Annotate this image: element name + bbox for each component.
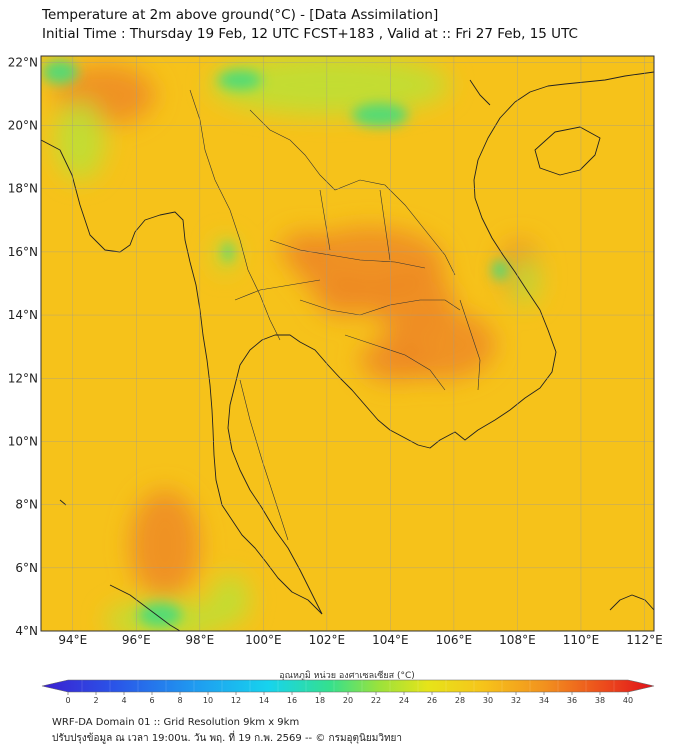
colorbar-tick-label: 34 bbox=[539, 696, 549, 705]
latitude-label: 6°N bbox=[15, 561, 38, 575]
longitude-label: 94°E bbox=[58, 633, 87, 647]
colorbar-tick-label: 12 bbox=[231, 696, 241, 705]
colorbar-tick-label: 4 bbox=[121, 696, 126, 705]
colorbar-tick-label: 30 bbox=[483, 696, 493, 705]
longitude-label: 110°E bbox=[563, 633, 600, 647]
latitude-label: 12°N bbox=[8, 371, 38, 385]
map-frame bbox=[40, 55, 655, 632]
hot-region bbox=[360, 338, 430, 382]
colorbar-tick-label: 16 bbox=[287, 696, 297, 705]
hot-region bbox=[130, 490, 200, 600]
field-blobs bbox=[55, 56, 540, 631]
colorbar-tick-label: 40 bbox=[623, 696, 633, 705]
cool-region bbox=[55, 100, 105, 180]
field-cold-spots bbox=[42, 60, 508, 627]
longitude-label: 112°E bbox=[626, 633, 663, 647]
colorbar-ticks: 0 2 4 6 8 10 12 14 16 18 20 22 24 26 28 30 32 34 36 38 40 bbox=[65, 680, 633, 705]
cold-region bbox=[352, 103, 408, 127]
longitude-label: 102°E bbox=[309, 633, 346, 647]
cold-region bbox=[138, 603, 182, 627]
colorbar-title: อุณหภูมิ หน่วย องศาเซลเซียส (°C) bbox=[279, 670, 415, 681]
chart-title: Temperature at 2m above ground(°C) - [Da… bbox=[42, 7, 439, 23]
cool-region bbox=[510, 255, 540, 305]
colorbar-tick-label: 26 bbox=[427, 696, 437, 705]
colorbar-tick-label: 22 bbox=[371, 696, 381, 705]
latitude-label: 20°N bbox=[8, 119, 38, 133]
footer-update-info: ปรับปรุงข้อมูล ณ เวลา 19:00น. วัน พฤ. ที… bbox=[52, 733, 403, 744]
colorbar-tick-label: 18 bbox=[315, 696, 325, 705]
cold-region bbox=[492, 260, 508, 280]
chart-subtitle: Initial Time : Thursday 19 Feb, 12 UTC F… bbox=[42, 26, 578, 42]
cool-region bbox=[210, 575, 250, 625]
longitude-label: 106°E bbox=[436, 633, 473, 647]
colorbar-tick-label: 36 bbox=[567, 696, 577, 705]
colorbar-tick-label: 10 bbox=[203, 696, 213, 705]
latitude-label: 4°N bbox=[15, 624, 38, 638]
hot-region bbox=[315, 273, 375, 317]
colorbar-tick-label: 2 bbox=[93, 696, 98, 705]
footer-model-info: WRF-DA Domain 01 :: Grid Resolution 9km … bbox=[52, 717, 300, 728]
longitude-label: 108°E bbox=[499, 633, 536, 647]
temperature-field bbox=[41, 56, 654, 631]
colorbar-tick-label: 6 bbox=[149, 696, 154, 705]
longitude-label: 100°E bbox=[245, 633, 282, 647]
cold-region bbox=[218, 70, 262, 90]
latitude-label: 18°N bbox=[8, 182, 38, 196]
colorbar-tick-label: 28 bbox=[455, 696, 465, 705]
graticule bbox=[41, 56, 654, 631]
longitude-label: 96°E bbox=[122, 633, 151, 647]
latitude-labels: 22°N 20°N 18°N 16°N 14°N 12°N 10°N 8°N 6°N 4°N bbox=[8, 55, 38, 638]
colorbar-bar bbox=[41, 679, 655, 693]
hot-region bbox=[280, 232, 330, 268]
colorbar-tick-label: 14 bbox=[259, 696, 269, 705]
longitude-label: 98°E bbox=[185, 633, 214, 647]
colorbar-tick-label: 8 bbox=[177, 696, 182, 705]
colorbar: อุณหภูมิ หน่วย องศาเซลเซียส (°C) 0 2 4 6 8 10… bbox=[41, 670, 655, 705]
colorbar-tick-label: 24 bbox=[399, 696, 409, 705]
latitude-label: 14°N bbox=[8, 308, 38, 322]
colorbar-tick-label: 20 bbox=[343, 696, 353, 705]
latitude-label: 22°N bbox=[8, 55, 38, 69]
cold-region bbox=[42, 60, 78, 84]
longitude-label: 104°E bbox=[372, 633, 409, 647]
cool-region bbox=[210, 56, 450, 115]
latitude-label: 8°N bbox=[15, 498, 38, 512]
colorbar-tick-label: 32 bbox=[511, 696, 521, 705]
colorbar-tick-label: 38 bbox=[595, 696, 605, 705]
latitude-label: 10°N bbox=[8, 434, 38, 448]
latitude-label: 16°N bbox=[8, 245, 38, 259]
longitude-labels: 94°E 96°E 98°E 100°E 102°E 104°E 106°E 108°E 110… bbox=[58, 633, 662, 647]
colorbar-tick-label: 0 bbox=[65, 696, 70, 705]
